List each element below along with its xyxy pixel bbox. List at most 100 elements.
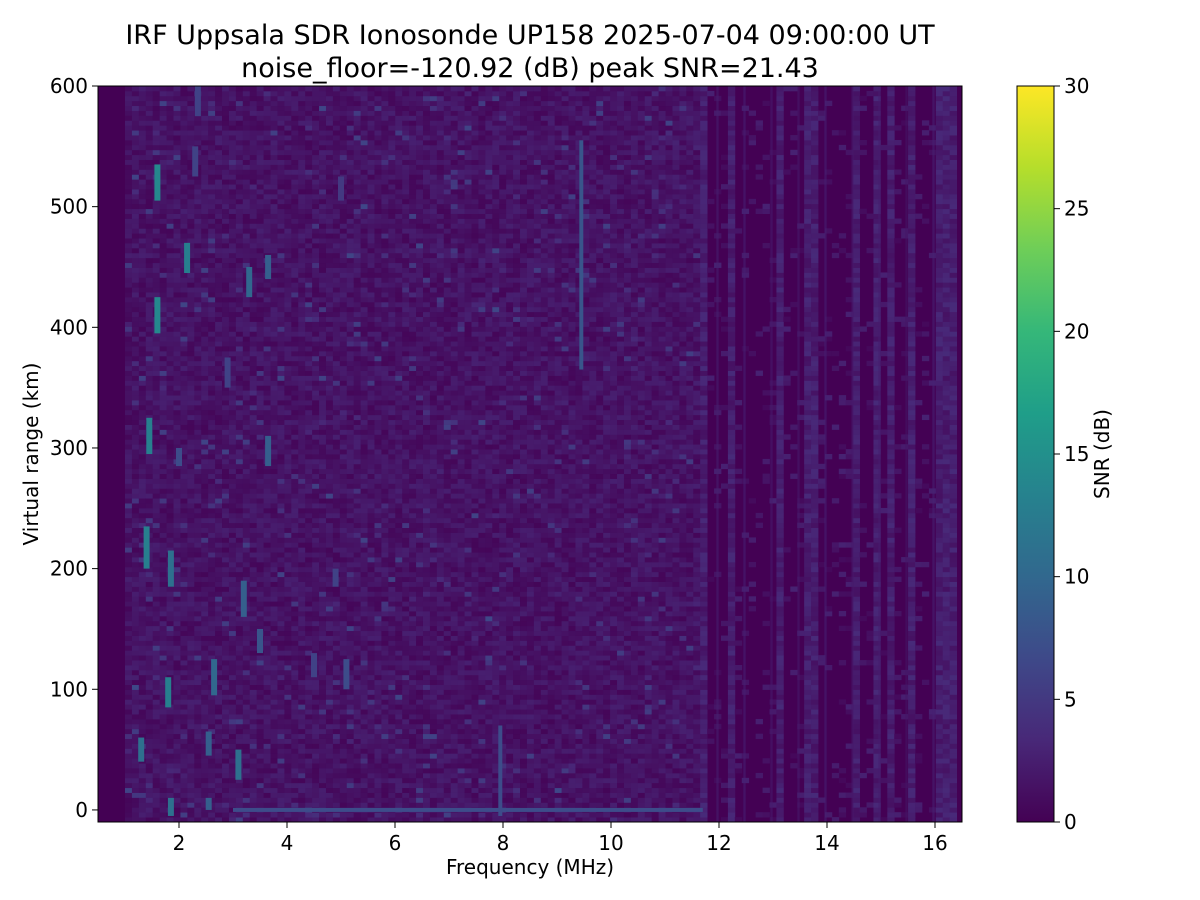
heatmap-cell [312,493,320,499]
heatmap-cell [242,365,251,371]
heatmap-cell [277,488,285,494]
heatmap-cell [332,650,341,656]
heatmap-cell [173,630,181,636]
heatmap-cell [332,193,341,200]
heatmap-cell [228,247,237,254]
heatmap-cell [256,296,264,303]
heatmap-cell [242,723,251,730]
heatmap-cell [263,223,271,229]
heatmap-cell [201,115,209,121]
heatmap-cell [242,404,251,411]
heatmap-cell [208,763,216,769]
heatmap-cell [152,154,161,160]
heatmap-cell [270,135,278,141]
heatmap-cell [152,247,161,254]
heatmap-cell [152,655,161,661]
heatmap-cell [346,561,355,568]
heatmap-cell [131,336,140,342]
heatmap-cell [166,125,174,131]
heatmap-cell [145,296,154,303]
heatmap-cell [235,571,244,578]
heatmap-cell [270,179,278,185]
heatmap-cell [145,409,154,416]
heatmap-cell [305,763,313,769]
heatmap-cell [291,306,299,313]
heatmap-cell [235,228,244,234]
heatmap-cell [152,630,161,636]
heatmap-cell [298,139,306,146]
heatmap-cell [235,694,244,700]
heatmap-cell [270,365,278,371]
heatmap-cell [242,699,251,705]
heatmap-cell [145,282,154,288]
heatmap-cell [249,203,258,210]
heatmap-cell [173,625,181,632]
heatmap-cell [332,355,341,362]
heatmap-cell [242,763,251,769]
heatmap-cell [208,812,216,818]
heatmap-cell [152,620,161,627]
heatmap-cell [180,444,188,450]
heatmap-cell [173,571,181,578]
heatmap-cell [131,449,140,455]
heatmap-cell [291,139,299,146]
heatmap-cell [194,125,202,131]
heatmap-cell [235,409,244,416]
heatmap-cell [228,86,237,92]
heatmap-cell [208,571,216,578]
heatmap-cell [256,262,264,268]
heatmap-cell [305,704,313,710]
heatmap-cell [256,797,264,803]
heatmap-cell [353,748,362,754]
heatmap-cell [222,262,230,268]
heatmap-cell [270,400,278,406]
heatmap-cell [339,478,348,484]
heatmap-cell [235,331,244,337]
heatmap-cell [125,404,133,411]
heatmap-cell [215,488,223,494]
heatmap-cell [215,292,223,298]
heatmap-cell [152,743,161,749]
heatmap-cell [235,669,244,676]
heatmap-cell [242,409,251,416]
heatmap-cell [180,346,188,352]
heatmap-cell [222,738,230,744]
heatmap-cell [346,591,355,597]
heatmap-cell [145,517,154,524]
heatmap-cell [339,198,348,205]
heatmap-cell [277,566,285,573]
heatmap-cell [187,267,195,273]
heatmap-cell [131,733,140,739]
heatmap-cell [201,704,209,710]
heatmap-cell [270,817,278,822]
heatmap-cell [332,802,341,808]
heatmap-cell [201,301,209,308]
heatmap-cell [166,287,174,293]
heatmap-cell [242,400,251,406]
heatmap-cell [249,772,258,779]
heatmap-cell [346,473,355,479]
heatmap-cell [215,287,223,293]
heatmap-cell [346,478,355,484]
heatmap-cell [298,174,306,180]
heatmap-cell [208,478,216,484]
heatmap-cell [138,169,147,175]
heatmap-cell [194,817,202,822]
heatmap-cell [194,542,202,548]
heatmap-cell [291,664,299,671]
heatmap-cell [291,493,299,499]
heatmap-cell [208,557,216,563]
heatmap-cell [215,257,223,264]
heatmap-cell [263,174,271,180]
heatmap-cell [222,105,230,111]
heatmap-cell [180,679,188,686]
heatmap-cell [125,247,133,254]
heatmap-cell [332,429,341,435]
heatmap-cell [305,189,313,195]
heatmap-cell [138,144,147,151]
heatmap-cell [284,316,292,322]
heatmap-cell [166,203,174,210]
heatmap-cell [235,321,244,327]
heatmap-cell [325,125,334,131]
heatmap-cell [256,380,264,386]
